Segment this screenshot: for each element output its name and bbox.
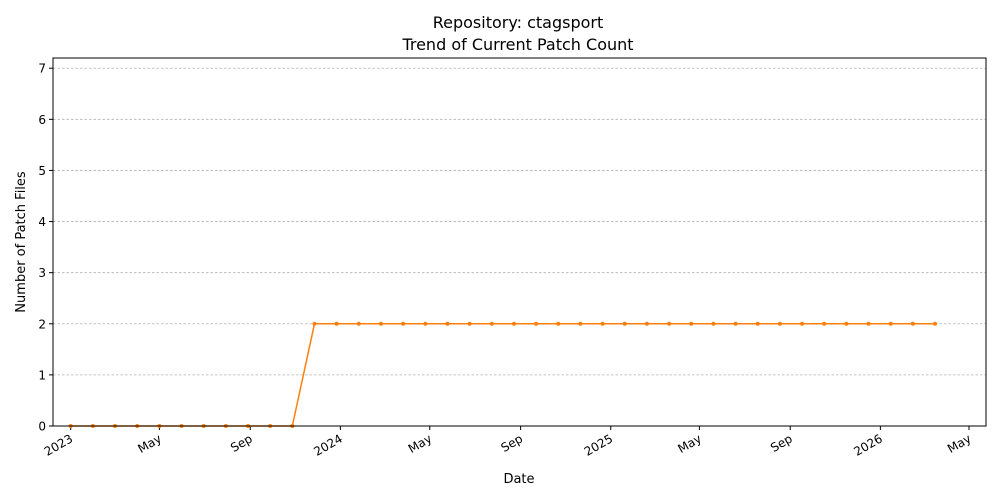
y-axis: 0 1 2 3 4 5 6 7 xyxy=(38,62,53,434)
data-point xyxy=(578,321,583,326)
y-axis-label: Number of Patch Files xyxy=(14,171,29,313)
chart-subtitle: Trend of Current Patch Count xyxy=(401,35,633,54)
data-point xyxy=(777,321,782,326)
data-point xyxy=(467,321,472,326)
data-point xyxy=(933,321,938,326)
x-axis-label: Date xyxy=(503,472,534,487)
data-point xyxy=(822,321,827,326)
y-tick-label: 4 xyxy=(38,215,46,229)
data-point xyxy=(423,321,428,326)
y-tick-label: 6 xyxy=(38,113,46,127)
data-point xyxy=(622,321,627,326)
data-point xyxy=(445,321,450,326)
data-point xyxy=(312,321,317,326)
data-point xyxy=(866,321,871,326)
data-point xyxy=(910,321,915,326)
data-point xyxy=(600,321,605,326)
y-tick-label: 0 xyxy=(38,420,46,434)
chart-title: Repository: ctagsport xyxy=(433,13,604,32)
y-tick-label: 5 xyxy=(38,164,46,178)
data-point xyxy=(334,321,339,326)
data-point xyxy=(844,321,849,326)
data-point xyxy=(356,321,361,326)
data-point xyxy=(689,321,694,326)
data-point xyxy=(534,321,539,326)
data-point xyxy=(800,321,805,326)
y-tick-label: 3 xyxy=(38,266,46,280)
data-point xyxy=(711,321,716,326)
plot-frame xyxy=(52,57,987,427)
data-point xyxy=(888,321,893,326)
data-point xyxy=(755,321,760,326)
y-tick-label: 2 xyxy=(38,317,46,331)
data-point xyxy=(556,321,561,326)
data-point xyxy=(667,321,672,326)
data-point xyxy=(401,321,406,326)
data-point xyxy=(511,321,516,326)
data-point xyxy=(733,321,738,326)
y-tick-label: 1 xyxy=(38,368,46,382)
data-point xyxy=(644,321,649,326)
data-point xyxy=(378,321,383,326)
data-point xyxy=(489,321,494,326)
y-tick-label: 7 xyxy=(38,62,46,76)
